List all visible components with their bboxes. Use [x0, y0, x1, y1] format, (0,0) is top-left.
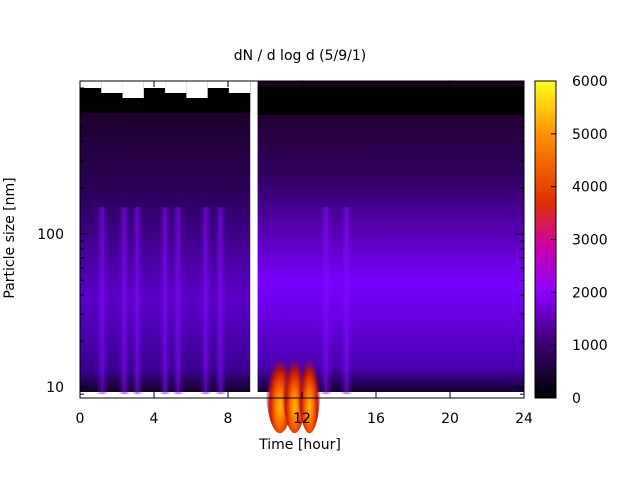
chart-title: dN / d log d (5/9/1) [234, 48, 367, 64]
nucleation-burst [297, 329, 321, 434]
distribution-streak [159, 207, 172, 395]
y-tick-label: 100 [37, 227, 64, 243]
x-tick-label: 16 [367, 411, 385, 427]
x-tick-label: 24 [515, 411, 533, 427]
distribution-streak [340, 207, 353, 395]
y-axis: 10 100 [37, 87, 524, 396]
x-axis: 0 4 8 12 16 20 24 [76, 81, 533, 427]
heatmap-field [80, 81, 524, 434]
colorbar-tick-label: 6000 [572, 74, 608, 90]
distribution-streak [172, 207, 185, 395]
colorbar-tick-label: 0 [572, 391, 581, 407]
x-tick-label: 0 [76, 411, 85, 427]
colorbar-tick-label: 3000 [572, 233, 608, 249]
distribution-streak [118, 207, 131, 395]
x-tick-label: 20 [441, 411, 459, 427]
distribution-streak [320, 207, 333, 395]
out-of-range-region [228, 81, 251, 93]
distribution-streak [131, 207, 144, 395]
distribution-streak [214, 207, 227, 395]
y-tick-label: 10 [46, 380, 64, 396]
colorbar-tick-label: 2000 [572, 285, 608, 301]
colorbar-tick-label: 1000 [572, 338, 608, 354]
out-of-range-region [186, 81, 208, 98]
out-of-range-region [257, 87, 524, 115]
out-of-range-region [122, 81, 144, 98]
out-of-range-region [207, 81, 229, 88]
out-of-range-region [101, 81, 123, 93]
colorbar-tick-label: 5000 [572, 127, 608, 143]
distribution-streak [96, 207, 109, 395]
y-axis-label: Particle size [nm] [2, 177, 18, 298]
out-of-range-region [165, 81, 187, 93]
distribution-streak [199, 207, 212, 395]
colorbar-tick-label: 4000 [572, 180, 608, 196]
out-of-range-region [80, 81, 102, 88]
x-axis-label: Time [hour] [258, 437, 341, 453]
x-tick-label: 12 [293, 411, 311, 427]
x-tick-label: 8 [224, 411, 233, 427]
colorbar-axis: 0 1000 2000 3000 4000 5000 6000 [551, 74, 608, 407]
x-tick-label: 4 [150, 411, 159, 427]
